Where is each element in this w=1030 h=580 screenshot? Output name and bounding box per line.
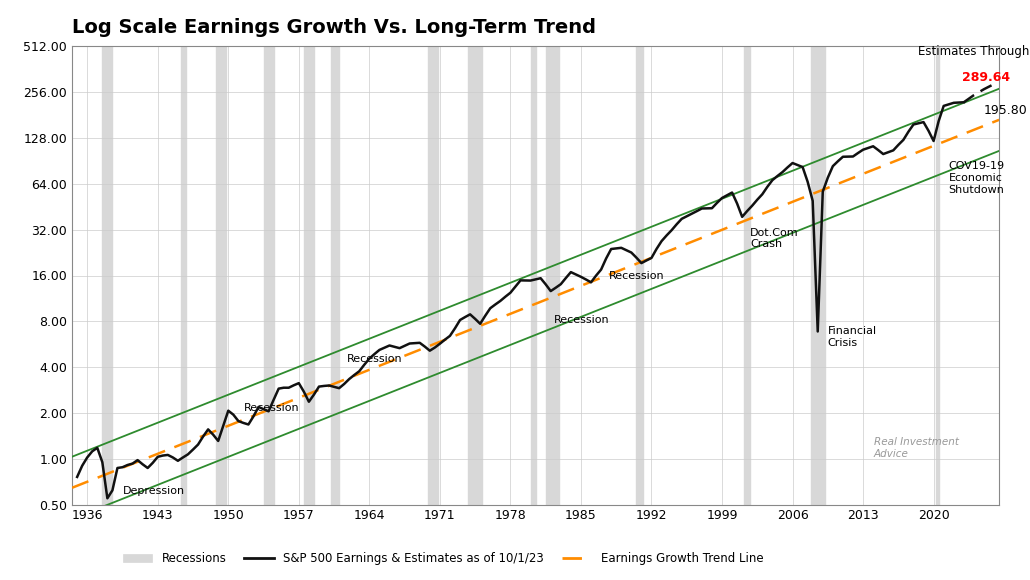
Bar	[530, 46, 536, 505]
Text: 289.64: 289.64	[962, 71, 1010, 84]
Text: Depression: Depression	[123, 485, 184, 496]
Bar	[637, 46, 644, 505]
Bar	[216, 46, 227, 505]
Text: Recession: Recession	[243, 403, 299, 414]
Text: COV19-19
Economic
Shutdown: COV19-19 Economic Shutdown	[949, 161, 1005, 194]
Bar	[304, 46, 314, 505]
Text: Dot.Com
Crash: Dot.Com Crash	[750, 228, 799, 249]
Bar	[181, 46, 186, 505]
Bar	[546, 46, 558, 505]
Bar	[427, 46, 438, 505]
Bar	[935, 46, 938, 505]
Text: Recession: Recession	[609, 271, 664, 281]
Text: Recession: Recession	[347, 354, 403, 364]
Bar	[811, 46, 825, 505]
Text: 195.80: 195.80	[984, 104, 1028, 117]
Bar	[264, 46, 274, 505]
Text: Recession: Recession	[554, 315, 610, 325]
Text: Log Scale Earnings Growth Vs. Long-Term Trend: Log Scale Earnings Growth Vs. Long-Term …	[72, 17, 596, 37]
Legend: Recessions, S&P 500 Earnings & Estimates as of 10/1/23, Earnings Growth Trend Li: Recessions, S&P 500 Earnings & Estimates…	[117, 548, 768, 570]
Bar	[468, 46, 482, 505]
Text: Real Investment
Advice: Real Investment Advice	[873, 437, 959, 459]
Text: Financial
Crisis: Financial Crisis	[828, 327, 877, 348]
Text: Estimates Through 2026: Estimates Through 2026	[919, 45, 1030, 58]
Bar	[744, 46, 750, 505]
Bar	[102, 46, 112, 505]
Bar	[331, 46, 339, 505]
